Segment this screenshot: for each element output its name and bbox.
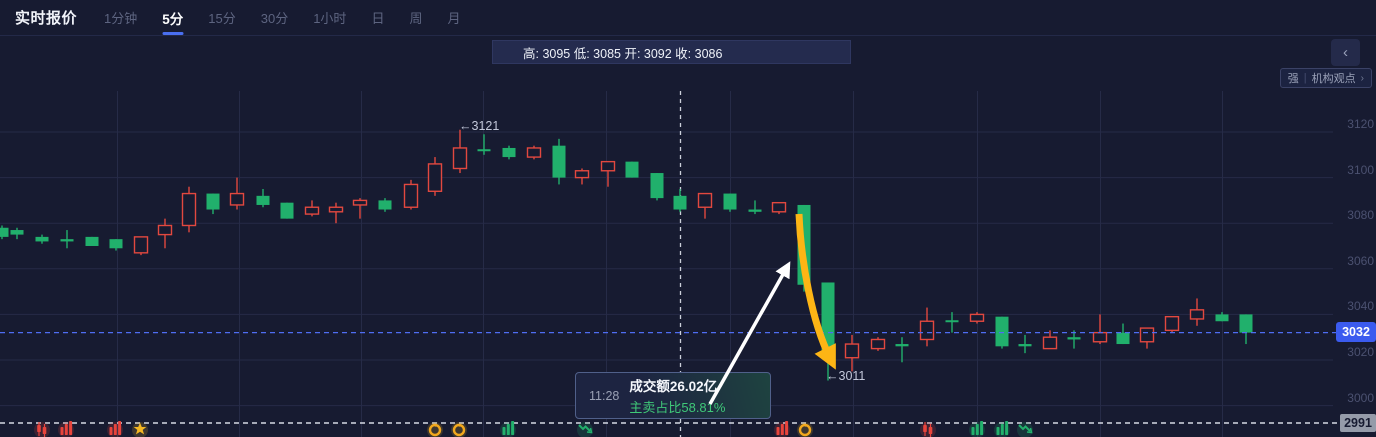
chart-toolbar: 实时报价 1分钟 5分 15分 30分 1小时 日 周 月 [0, 0, 1376, 36]
candle [0, 225, 9, 240]
tab-30分[interactable]: 30分 [260, 11, 289, 26]
candle [844, 334, 860, 372]
candle [748, 200, 762, 215]
tooltip-turnover: 成交额26.02亿 [629, 379, 718, 394]
strength-badge: 强 [1287, 73, 1299, 85]
candle [1164, 315, 1180, 333]
ohlc-text: 高: 3095 低: 3085 开: 3092 收: 3086 [523, 46, 723, 61]
candle [352, 198, 368, 219]
candle [280, 202, 294, 219]
tab-1分钟[interactable]: 1分钟 [104, 11, 138, 26]
candle [1092, 314, 1108, 345]
crosshair-tooltip: 11:28 成交额26.02亿 主卖占比58.81% [575, 372, 771, 419]
ohlc-summary-bar: 高: 3095 低: 3085 开: 3092 收: 3086 [492, 40, 851, 64]
candle [378, 198, 392, 212]
candle [109, 239, 123, 251]
low-annotation: ←3011 [826, 369, 866, 383]
high-annotation: ←3121 [459, 119, 500, 133]
axis-label-3020: 3020 [1347, 345, 1374, 359]
candles [0, 129, 1253, 381]
candle [1139, 327, 1155, 349]
candle [552, 138, 566, 185]
candle [1018, 334, 1032, 354]
candle [157, 218, 173, 249]
candle [206, 193, 220, 215]
candle [870, 337, 886, 351]
candle [697, 192, 713, 219]
candle [229, 177, 245, 210]
grid [0, 91, 1333, 437]
candle [526, 145, 542, 160]
candle [403, 179, 419, 210]
crosshair-price-badge: 2991 [1340, 414, 1376, 432]
candle [256, 189, 270, 208]
candle [85, 236, 99, 246]
candle [574, 168, 590, 185]
tab-月[interactable]: 月 [447, 11, 461, 26]
candle [673, 189, 687, 212]
candle [452, 129, 468, 174]
candle [502, 145, 516, 160]
axis-label-3120: 3120 [1347, 117, 1374, 131]
axis-label-3040: 3040 [1347, 299, 1374, 314]
institution-view-label: 机构观点 [1311, 73, 1356, 85]
candle [328, 202, 344, 224]
candle [650, 173, 664, 201]
interval-tabs: 1分钟 5分 15分 30分 1小时 日 周 月 [103, 0, 461, 37]
current-price-badge: 3032 [1336, 322, 1376, 342]
candle [1239, 314, 1253, 345]
divider: | [1303, 72, 1307, 84]
candle [10, 227, 24, 240]
candle [895, 337, 909, 363]
axis-label-3060: 3060 [1347, 253, 1374, 268]
chevron-right-icon: › [1360, 72, 1364, 84]
candle [797, 204, 811, 292]
institution-view-button[interactable]: 强 | 机构观点 › [1279, 68, 1372, 88]
candle [1042, 330, 1058, 350]
candle [1189, 298, 1205, 326]
tooltip-time: 11:28 [589, 388, 620, 403]
candle [60, 230, 74, 249]
candle [1116, 323, 1130, 345]
candle [1215, 312, 1229, 322]
candle [477, 134, 491, 155]
candle [427, 157, 443, 196]
chevron-left-icon: ‹ [1343, 44, 1348, 61]
tab-日[interactable]: 日 [371, 11, 385, 26]
axis-label-3000: 3000 [1347, 390, 1374, 405]
candle [133, 236, 149, 256]
candle [304, 200, 320, 217]
axis-label-3100: 3100 [1347, 162, 1374, 177]
candle [945, 312, 959, 333]
axis-label-3080: 3080 [1347, 208, 1374, 223]
collapse-panel-button[interactable]: ‹ [1331, 39, 1360, 66]
candle [1067, 330, 1081, 349]
candle [969, 312, 985, 324]
tab-5分[interactable]: 5分 [161, 0, 184, 37]
page-title: 实时报价 [15, 10, 78, 27]
tab-周[interactable]: 周 [409, 11, 423, 26]
tooltip-sell-ratio: 主卖占比58.81% [629, 400, 726, 415]
tab-1小时[interactable]: 1小时 [313, 11, 347, 26]
candle [625, 161, 639, 178]
candle [181, 186, 197, 233]
tab-15分[interactable]: 15分 [208, 11, 236, 26]
candle [600, 160, 616, 187]
candle [821, 282, 835, 381]
candle [771, 201, 787, 215]
candle [723, 193, 737, 212]
candle [35, 234, 49, 244]
candle [919, 307, 935, 347]
